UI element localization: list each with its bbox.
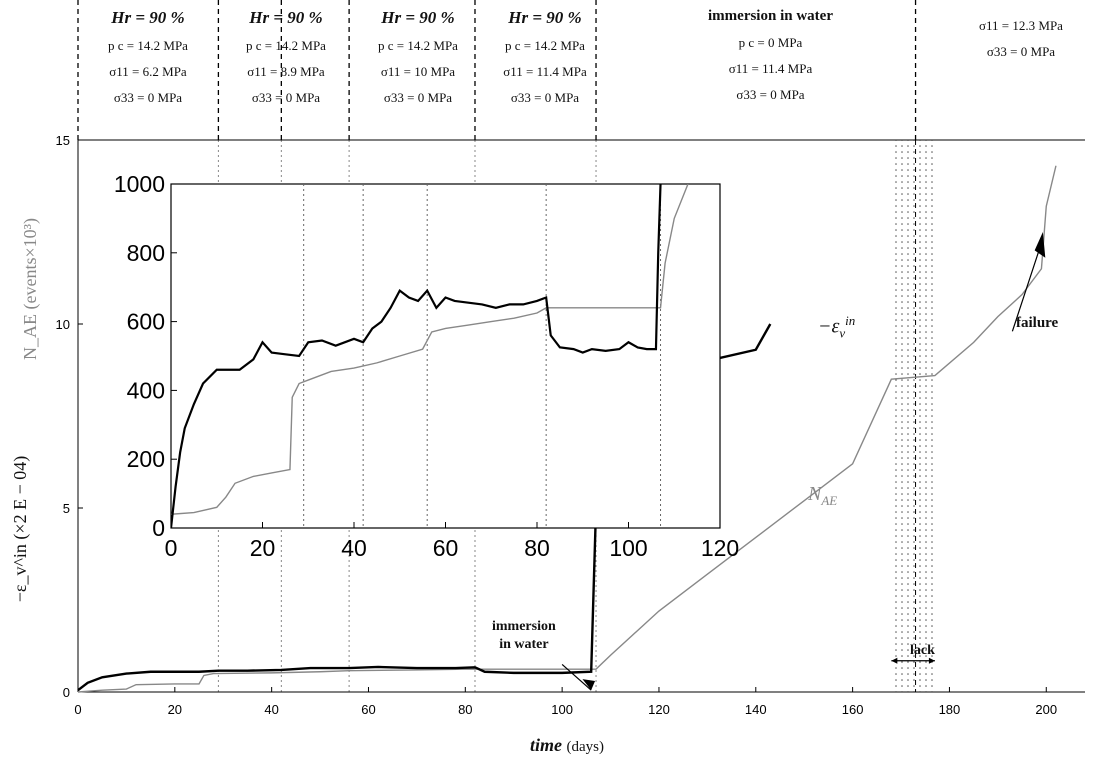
immersion-arrow-head: [582, 679, 596, 691]
failure-arrow-head: [1034, 232, 1046, 258]
nae-curve-label-sub: AE: [821, 493, 838, 508]
y-axis-label-strain-text: −ε_v^in (×2 E − 04): [10, 455, 30, 603]
lack-annotation-text: lack: [910, 643, 935, 658]
x-tick-label-5: 100: [551, 702, 573, 717]
failure-annotation: failure: [1016, 316, 1058, 331]
inset-y-tick-label-1: 200: [127, 446, 165, 472]
inset-x-tick-label-3: 60: [433, 535, 459, 561]
stage-1: Hr = 90 % p c = 14.2 MPa σ11 = 6.2 MPa σ…: [78, 8, 218, 106]
inset-x-tick-label-5: 100: [609, 535, 647, 561]
x-tick-label-10: 200: [1035, 702, 1057, 717]
stage-4-pc: p c = 14.2 MPa: [505, 38, 585, 53]
inset-series-group: [171, 184, 689, 528]
nae-curve-label: NAE: [808, 484, 837, 507]
inset-frame: [170, 183, 721, 529]
strain-curve-label-main: −ε: [818, 315, 840, 338]
inset-y-tick-label-3: 600: [127, 309, 165, 335]
stage-6-s11: σ11 = 12.3 MPa: [979, 18, 1063, 33]
stage-2-pc: p c = 14.2 MPa: [246, 38, 326, 53]
stage-1-pc: p c = 14.2 MPa: [108, 38, 188, 53]
stage-5-hr: immersion in water: [708, 8, 833, 24]
strain-curve-label-sup: in: [845, 313, 856, 328]
x-axis-label-unit: (days): [566, 739, 605, 755]
stage-5-pc: p c = 0 MPa: [738, 35, 803, 50]
stage-3-pc: p c = 14.2 MPa: [378, 38, 458, 53]
inset-x-tick-label-2: 40: [341, 535, 367, 561]
x-tick-label-0: 0: [74, 702, 81, 717]
y-tick-label-1: 5: [63, 501, 70, 516]
x-axis-label-main: time: [530, 735, 562, 755]
x-tick-label-6: 120: [648, 702, 670, 717]
stage-2-s33: σ33 = 0 MPa: [251, 90, 321, 105]
lack-arrow-left-head: [891, 657, 898, 664]
stage-5: immersion in water p c = 0 MPa σ11 = 11.…: [608, 8, 933, 103]
stage-6-s33: σ33 = 0 MPa: [986, 44, 1056, 59]
immersion-arrow: [561, 663, 592, 691]
immersion-annotation-text: immersion in water: [492, 619, 556, 653]
stage-4: Hr = 90 % p c = 14.2 MPa σ11 = 11.4 MPa …: [485, 8, 605, 106]
stage-2-s11: σ11 = 8.9 MPa: [247, 64, 325, 79]
x-tick-label-9: 180: [939, 702, 961, 717]
stage-6: σ11 = 12.3 MPa σ33 = 0 MPa: [936, 8, 1106, 60]
x-tick-label-3: 60: [361, 702, 375, 717]
inset-y-tick-label-5: 1000: [114, 171, 165, 197]
stage-3: Hr = 90 % p c = 14.2 MPa σ11 = 10 MPa σ3…: [354, 8, 482, 106]
x-tick-label-1: 20: [168, 702, 182, 717]
stage-2-hr: Hr = 90 %: [249, 8, 323, 27]
inset-x-tick-label-6: 120: [701, 535, 739, 561]
x-tick-label-8: 160: [842, 702, 864, 717]
failure-arrow: [1011, 242, 1042, 332]
strain-curve-label-sub: v: [839, 325, 846, 341]
stage-2: Hr = 90 % p c = 14.2 MPa σ11 = 8.9 MPa σ…: [221, 8, 351, 106]
x-tick-label-4: 80: [458, 702, 472, 717]
stage-4-s33: σ33 = 0 MPa: [510, 90, 580, 105]
y-axis-label-nae-text: N_AE (events×10³): [20, 218, 40, 361]
stage-1-hr: Hr = 90 %: [111, 8, 185, 27]
strain-curve-label: −εvin: [818, 314, 855, 340]
lack-zone: [891, 140, 935, 692]
stage-4-s11: σ11 = 11.4 MPa: [503, 64, 587, 79]
inset-x-tick-label-0: 0: [165, 535, 178, 561]
y-tick-label-3: 15: [56, 133, 70, 148]
stage-5-s33: σ33 = 0 MPa: [736, 87, 805, 102]
nae-curve-label-main: N: [808, 483, 822, 505]
inset-series-nae: [171, 184, 689, 515]
inset-x-tick-label-1: 20: [250, 535, 276, 561]
failure-annotation-text: failure: [1016, 315, 1059, 331]
inset-x-tick-label-4: 80: [524, 535, 550, 561]
x-tick-label-2: 40: [264, 702, 278, 717]
stage-3-s33: σ33 = 0 MPa: [383, 90, 453, 105]
inset-y-tick-label-0: 0: [152, 515, 165, 541]
stage-3-hr: Hr = 90 %: [381, 8, 455, 27]
y-tick-label-2: 10: [56, 317, 70, 332]
inset-y-tick-label-2: 400: [127, 377, 165, 403]
series-nae-main: [77, 165, 1057, 693]
y-axis-label-nae: N_AE (events×10³): [20, 149, 40, 429]
lack-annotation: lack: [910, 644, 935, 658]
inset-y-tick-label-4: 800: [127, 240, 165, 266]
lack-arrow-right-head: [928, 657, 935, 664]
stage-5-s11: σ11 = 11.4 MPa: [728, 61, 813, 76]
inset-series-strain: [171, 184, 662, 528]
y-tick-label-0: 0: [63, 685, 70, 700]
stage-1-s33: σ33 = 0 MPa: [113, 90, 183, 105]
stage-3-s11: σ11 = 10 MPa: [380, 64, 456, 79]
stage-4-hr: Hr = 90 %: [508, 8, 582, 27]
x-tick-label-7: 140: [745, 702, 767, 717]
x-axis-label: time (days): [530, 736, 604, 755]
stage-1-s11: σ11 = 6.2 MPa: [109, 64, 187, 79]
immersion-annotation: immersion in water: [492, 600, 556, 655]
